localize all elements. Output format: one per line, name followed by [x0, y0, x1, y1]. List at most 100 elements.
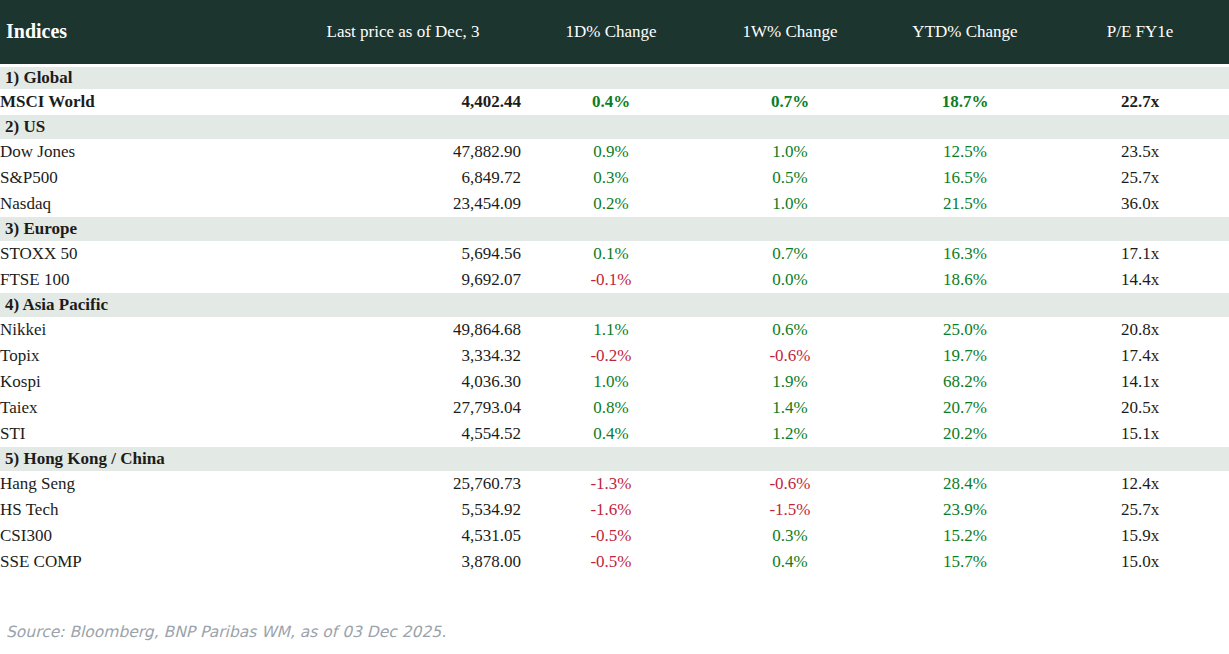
table-body: 1) GlobalMSCI World4,402.440.4%0.7%18.7%…: [0, 65, 1229, 575]
change-1w: 1.0%: [701, 191, 879, 217]
change-1w: -0.6%: [701, 343, 879, 369]
last-price: 5,534.92: [285, 497, 521, 523]
change-ytd: 12.5%: [879, 139, 1051, 165]
pe-ratio: 25.7x: [1051, 497, 1229, 523]
source-note: Source: Bloomberg, BNP Paribas WM, as of…: [6, 623, 1229, 641]
index-name: CSI300: [0, 523, 285, 549]
change-ytd: 16.3%: [879, 241, 1051, 267]
index-row: MSCI World4,402.440.4%0.7%18.7%22.7x: [0, 89, 1229, 115]
change-1d: -1.3%: [521, 471, 701, 497]
last-price: 4,554.52: [285, 421, 521, 447]
last-price: 23,454.09: [285, 191, 521, 217]
change-1d: 1.1%: [521, 317, 701, 343]
change-1d: 0.4%: [521, 89, 701, 115]
pe-ratio: 20.5x: [1051, 395, 1229, 421]
change-1w: -1.5%: [701, 497, 879, 523]
last-price: 9,692.07: [285, 267, 521, 293]
index-row: Taiex27,793.040.8%1.4%20.7%20.5x: [0, 395, 1229, 421]
last-price: 4,402.44: [285, 89, 521, 115]
section-label: 1) Global: [0, 65, 1229, 89]
index-name: S&P500: [0, 165, 285, 191]
change-ytd: 23.9%: [879, 497, 1051, 523]
change-1d: -1.6%: [521, 497, 701, 523]
index-row: STOXX 505,694.560.1%0.7%16.3%17.1x: [0, 241, 1229, 267]
change-1w: 0.0%: [701, 267, 879, 293]
index-name: Nikkei: [0, 317, 285, 343]
index-row: FTSE 1009,692.07-0.1%0.0%18.6%14.4x: [0, 267, 1229, 293]
last-price: 3,334.32: [285, 343, 521, 369]
change-1w: 0.7%: [701, 241, 879, 267]
index-name: STOXX 50: [0, 241, 285, 267]
indices-table: Indices Last price as of Dec, 3 1D% Chan…: [0, 0, 1229, 575]
change-ytd: 18.7%: [879, 89, 1051, 115]
pe-ratio: 12.4x: [1051, 471, 1229, 497]
change-1d: -0.5%: [521, 549, 701, 575]
index-row: STI4,554.520.4%1.2%20.2%15.1x: [0, 421, 1229, 447]
change-1w: 0.4%: [701, 549, 879, 575]
col-header-1w-change: 1W% Change: [701, 0, 879, 65]
change-1w: 1.2%: [701, 421, 879, 447]
change-ytd: 28.4%: [879, 471, 1051, 497]
index-name: Nasdaq: [0, 191, 285, 217]
index-row: CSI3004,531.05-0.5%0.3%15.2%15.9x: [0, 523, 1229, 549]
change-1w: -0.6%: [701, 471, 879, 497]
index-row: Kospi4,036.301.0%1.9%68.2%14.1x: [0, 369, 1229, 395]
change-ytd: 68.2%: [879, 369, 1051, 395]
pe-ratio: 14.4x: [1051, 267, 1229, 293]
pe-ratio: 15.1x: [1051, 421, 1229, 447]
change-ytd: 15.7%: [879, 549, 1051, 575]
change-1d: 0.1%: [521, 241, 701, 267]
change-1d: -0.5%: [521, 523, 701, 549]
change-1d: 0.8%: [521, 395, 701, 421]
index-row: Hang Seng25,760.73-1.3%-0.6%28.4%12.4x: [0, 471, 1229, 497]
section-row: 2) US: [0, 115, 1229, 139]
index-name: Hang Seng: [0, 471, 285, 497]
index-row: S&P5006,849.720.3%0.5%16.5%25.7x: [0, 165, 1229, 191]
change-ytd: 15.2%: [879, 523, 1051, 549]
change-1d: -0.1%: [521, 267, 701, 293]
index-name: MSCI World: [0, 89, 285, 115]
change-ytd: 19.7%: [879, 343, 1051, 369]
col-header-ytd-change: YTD% Change: [879, 0, 1051, 65]
change-1w: 0.6%: [701, 317, 879, 343]
index-name: HS Tech: [0, 497, 285, 523]
last-price: 25,760.73: [285, 471, 521, 497]
change-1d: -0.2%: [521, 343, 701, 369]
index-row: SSE COMP3,878.00-0.5%0.4%15.7%15.0x: [0, 549, 1229, 575]
change-1w: 0.5%: [701, 165, 879, 191]
change-ytd: 16.5%: [879, 165, 1051, 191]
index-row: Nasdaq23,454.090.2%1.0%21.5%36.0x: [0, 191, 1229, 217]
change-1d: 0.2%: [521, 191, 701, 217]
last-price: 3,878.00: [285, 549, 521, 575]
change-1w: 1.0%: [701, 139, 879, 165]
pe-ratio: 25.7x: [1051, 165, 1229, 191]
index-row: HS Tech5,534.92-1.6%-1.5%23.9%25.7x: [0, 497, 1229, 523]
last-price: 4,036.30: [285, 369, 521, 395]
col-header-pe: P/E FY1e: [1051, 0, 1229, 65]
change-1d: 0.4%: [521, 421, 701, 447]
table-header: Indices Last price as of Dec, 3 1D% Chan…: [0, 0, 1229, 65]
last-price: 6,849.72: [285, 165, 521, 191]
change-ytd: 18.6%: [879, 267, 1051, 293]
change-1d: 0.3%: [521, 165, 701, 191]
index-name: SSE COMP: [0, 549, 285, 575]
change-1w: 1.4%: [701, 395, 879, 421]
pe-ratio: 23.5x: [1051, 139, 1229, 165]
col-header-1d-change: 1D% Change: [521, 0, 701, 65]
section-row: 5) Hong Kong / China: [0, 447, 1229, 471]
change-1d: 1.0%: [521, 369, 701, 395]
pe-ratio: 15.9x: [1051, 523, 1229, 549]
section-row: 1) Global: [0, 65, 1229, 89]
last-price: 27,793.04: [285, 395, 521, 421]
change-1w: 1.9%: [701, 369, 879, 395]
pe-ratio: 14.1x: [1051, 369, 1229, 395]
index-name: FTSE 100: [0, 267, 285, 293]
section-label: 4) Asia Pacific: [0, 293, 1229, 317]
change-1w: 0.7%: [701, 89, 879, 115]
pe-ratio: 36.0x: [1051, 191, 1229, 217]
index-name: Dow Jones: [0, 139, 285, 165]
index-name: Topix: [0, 343, 285, 369]
table-header-row: Indices Last price as of Dec, 3 1D% Chan…: [0, 0, 1229, 65]
last-price: 49,864.68: [285, 317, 521, 343]
section-label: 5) Hong Kong / China: [0, 447, 1229, 471]
